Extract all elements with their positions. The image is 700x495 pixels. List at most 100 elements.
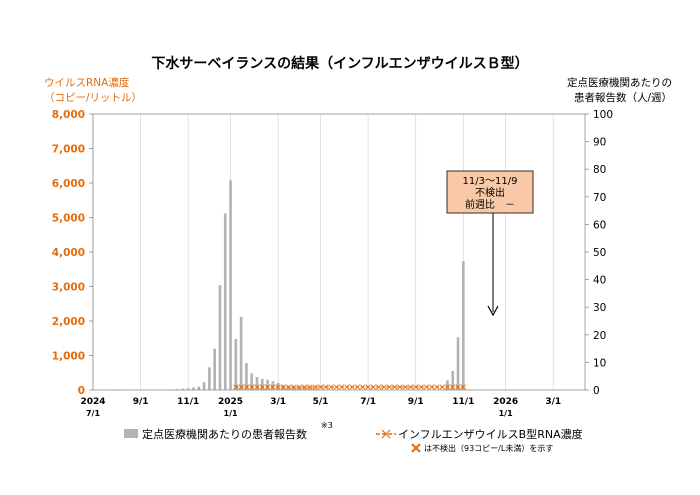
annotation-box <box>446 170 534 214</box>
chart-title: 下水サーベイランスの結果（インフルエンザウイルスＢ型） <box>151 55 528 72</box>
not-detected-marker <box>386 384 392 390</box>
left-axis-tick-label: 2,000 <box>52 316 85 328</box>
x-axis-tick-label: 2024 <box>80 397 105 407</box>
left-axis-tick-label: 4,000 <box>52 247 85 259</box>
not-detected-marker <box>460 384 466 390</box>
not-detected-marker <box>254 384 260 390</box>
patient-report-bar <box>271 381 275 390</box>
not-detected-marker <box>333 384 339 390</box>
chart-axes: 0 1,000 2,000 3,000 4,000 5,000 6,000 7,000 8,00… <box>52 109 613 418</box>
patient-report-bar <box>234 338 238 390</box>
not-detected-marker <box>233 384 239 390</box>
left-axis-title-line-2: （コピー/リットル） <box>44 92 142 104</box>
patient-report-bar <box>213 348 216 390</box>
not-detected-marker <box>259 384 265 390</box>
patient-report-bar <box>208 367 211 390</box>
right-axis-tick-label: 50 <box>593 247 606 259</box>
not-detected-marker <box>413 384 419 390</box>
patient-report-bar <box>197 386 201 390</box>
not-detected-marker <box>301 384 308 390</box>
right-axis-title-line-1: 定点医療機関あたりの <box>567 76 672 89</box>
x-axis-tick-label: 9/1 <box>408 397 424 407</box>
patient-report-bar <box>186 388 190 390</box>
x-axis-tick-label: 5/1 <box>313 397 329 407</box>
patient-report-bar <box>255 377 259 390</box>
not-detected-marker <box>270 384 276 390</box>
not-detected-marker <box>286 384 292 390</box>
not-detected-marker <box>381 384 387 390</box>
patient-report-bar <box>239 316 243 390</box>
annotation-callout: 11/3～11/9 不検出 前週比 － <box>446 170 534 317</box>
not-detected-marker <box>370 384 377 390</box>
patient-report-bar <box>266 379 269 390</box>
patient-report-bar <box>245 362 248 390</box>
right-axis-tick-label: 40 <box>593 275 606 287</box>
right-axis-tick-label: 20 <box>593 330 606 342</box>
annotation-line-2: 不検出 <box>475 186 505 199</box>
not-detected-marker <box>307 384 313 390</box>
not-detected-marker <box>339 384 345 390</box>
x-axis-tick-label: 2025 <box>218 397 243 407</box>
not-detected-marker <box>402 384 408 390</box>
not-detected-marker <box>423 384 429 390</box>
patient-report-bar <box>250 373 254 390</box>
bar-series <box>118 180 465 390</box>
patient-report-bar <box>229 180 232 390</box>
not-detected-marker <box>444 384 451 390</box>
patient-report-bar <box>446 380 449 390</box>
not-detected-marker <box>418 384 424 390</box>
x-axis-tick-label: 3/1 <box>545 397 561 407</box>
right-axis-tick-label: 30 <box>593 302 606 314</box>
annotation-line-1: 11/3～11/9 <box>463 176 518 187</box>
patient-report-bar <box>176 389 179 390</box>
not-detected-marker <box>249 384 255 390</box>
x-axis-tick-sublabel: 1/1 <box>224 409 238 418</box>
not-detected-marker <box>344 384 350 390</box>
legend-bar-swatch <box>124 429 138 438</box>
not-detected-marker <box>397 384 403 390</box>
x-axis-tick-sublabel: 7/1 <box>86 409 100 418</box>
annotation-arrowhead <box>487 305 499 317</box>
not-detected-marker <box>312 384 318 390</box>
x-axis-tick-label: 7/1 <box>360 397 376 407</box>
left-axis-title-line-1: ウイルスRNA濃度 <box>44 76 130 89</box>
patient-report-bar <box>192 387 195 390</box>
not-detected-marker <box>428 384 435 390</box>
patient-report-bar <box>313 388 317 390</box>
not-detected-x-icon <box>411 443 421 453</box>
patient-report-bar <box>181 388 185 390</box>
patient-report-bar <box>308 388 312 390</box>
patient-report-bar <box>218 285 222 390</box>
not-detected-marker <box>317 384 324 390</box>
legend-bar-label: 定点医療機関あたりの患者報告数 <box>142 427 307 441</box>
not-detected-marker <box>275 384 281 390</box>
not-detected-marker <box>365 384 371 390</box>
not-detected-marker <box>280 384 287 390</box>
patient-report-bar <box>298 387 301 390</box>
left-axis-tick-label: 6,000 <box>52 178 85 190</box>
not-detected-marker <box>291 384 297 390</box>
right-axis-tick-label: 10 <box>593 357 606 369</box>
x-axis-tick-sublabel: 1/1 <box>499 409 513 418</box>
not-detected-marker <box>376 384 382 390</box>
left-axis-tick-label: 1,000 <box>52 351 85 363</box>
plot-frame <box>92 113 586 391</box>
chart-grid <box>92 114 554 390</box>
right-axis-tick-label: 60 <box>593 219 606 231</box>
patient-report-bar <box>223 213 227 390</box>
not-detected-marker <box>391 384 398 390</box>
legend-line-label: インフルエンザウイルスB型RNA濃度 <box>398 427 583 441</box>
not-detected-marker <box>354 384 361 390</box>
patient-report-bar <box>287 386 291 390</box>
chart-legend: 定点医療機関あたりの患者報告数 ※3 インフルエンザウイルスB型RNA濃度 は不… <box>124 421 583 453</box>
not-detected-note: は不検出（93コピー/L未満）を示す <box>424 443 553 453</box>
not-detected-marker <box>439 384 445 390</box>
x-axis-tick-label: 11/1 <box>452 397 474 407</box>
right-axis-tick-label: 0 <box>593 385 600 397</box>
right-axis-tick-label: 100 <box>593 109 613 121</box>
not-detected-marker <box>264 384 271 390</box>
not-detected-marker <box>434 384 440 390</box>
legend-footnote-mark: ※3 <box>321 421 333 430</box>
left-axis-tick-label: 0 <box>78 385 85 397</box>
